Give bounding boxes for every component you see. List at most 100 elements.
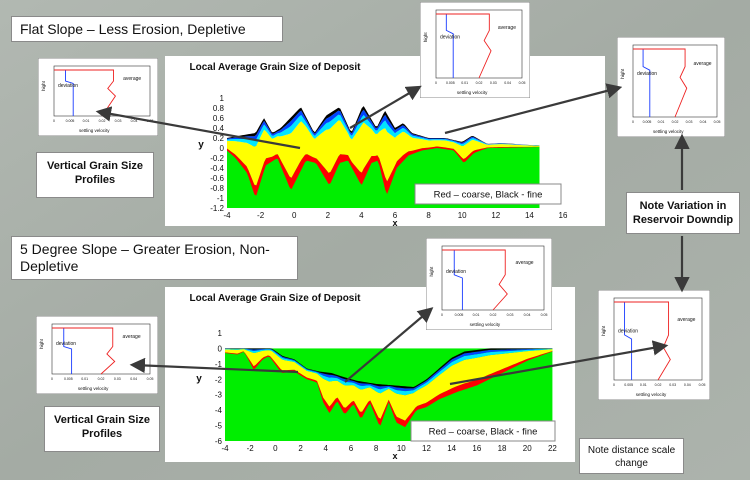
deviation-label: deviation [446,269,466,275]
profile-frame [426,238,552,330]
profile-x-tick: 0 [613,383,615,387]
arrow-to-profile-bottom-middle [344,307,434,383]
x-tick-label: -4 [221,444,229,453]
x-tick-label: 22 [548,444,557,453]
medium-band [227,120,540,186]
y-tick-label: -4 [215,406,223,415]
finer-band [227,109,540,146]
y-tick-label: -2 [215,375,223,384]
y-tick-label: -0.8 [210,184,224,193]
deviation-label: deviation [58,83,78,89]
x-tick-label: 14 [525,211,534,220]
deviation-label: deviation [618,328,638,334]
x-tick-label: 6 [393,211,398,220]
average-label: average [515,260,533,266]
x-tick-label: 6 [349,444,354,453]
profile-x-tick: 0.005 [66,119,75,123]
chart-bottom: -4 -2 0 2 4 6 8 10 12 14 16 18 20 2210-1-2-3-4-5-6xyR… [196,329,557,461]
profile-frame [38,58,158,136]
profile-y-label: hight [423,32,428,43]
coarse-band [227,146,540,196]
profile-x-tick: 0.03 [669,383,676,387]
profile-x-tick: 0.02 [98,377,105,381]
profile-x-tick: 0 [53,119,55,123]
profile-x-label: settling velocity [457,90,488,95]
x-axis-label: x [392,451,397,461]
x-tick-label: 10 [397,444,406,453]
profile-y-label: hight [429,266,434,277]
profile-x-tick: 0.01 [83,119,90,123]
legend-note-text: Red – coarse, Black - fine [434,190,543,201]
average-line [52,327,116,375]
x-tick-label: 0 [273,444,278,453]
caption-variation-text: Note Variation in Reservoir Downdip [632,200,734,226]
profile-x-tick: 0.05 [699,383,706,387]
profile-x-tick: 0.03 [507,313,514,317]
x-tick-label: 12 [491,211,500,220]
arrow-to-profile-top-left [95,106,301,150]
profile-x-label: settling velocity [470,322,501,327]
y-tick-label: 0.8 [213,104,225,113]
profile-x-tick: 0.05 [147,377,154,381]
finest-band [227,106,540,146]
x-tick-label: 4 [324,444,329,453]
x-tick-label: 16 [559,211,568,220]
profile-x-tick: 0.02 [476,81,483,85]
legend-note-text: Red – coarse, Black - fine [429,427,538,438]
y-tick-label: -0.6 [210,174,224,183]
chart-heading-top: Local Average Grain Size of Deposit [189,62,361,73]
y-tick-label: -0.2 [210,154,224,163]
profile-x-tick: 0.04 [684,383,691,387]
profile-x-tick: 0.04 [131,119,138,123]
profile-x-tick: 0 [435,81,437,85]
legend-note-box [414,183,562,205]
x-tick-label: -2 [257,211,265,220]
profile-x-tick: 0.01 [461,81,468,85]
profile-x-tick: 0.02 [490,313,497,317]
caption-distance: Note distance scale change [579,438,684,474]
profile-x-tick: 0.04 [524,313,531,317]
deviation-label: deviation [56,341,76,347]
y-tick-label: -6 [215,437,223,446]
deviation-label: deviation [637,71,657,77]
profile-y-label: hight [41,80,46,91]
x-tick-label: -4 [223,211,231,220]
arrow-to-profile-top-middle [349,85,422,129]
section-title-top: Flat Slope – Less Erosion, Depletive [11,16,283,42]
section-title-bottom-text: 5 Degree Slope – Greater Erosion, Non-De… [20,241,270,274]
average-line [633,48,688,118]
profile-x-tick: 0.005 [64,377,73,381]
chart-top: -4 -2 0 2 4 6 8 10 12 14 1610.80.60.40.20-0.2-0.4-… [198,94,568,226]
profile-x-tick: 0.03 [115,119,122,123]
profile-x-tick: 0.04 [130,377,137,381]
caption-profiles-top-text: Vertical Grain Size Profiles [47,160,143,186]
average-label: average [123,334,141,340]
profile-x-tick: 0 [632,120,634,124]
arrow-to-profile-bottom-right [449,340,669,386]
x-tick-label: 12 [422,444,431,453]
chart-heading-bottom: Local Average Grain Size of Deposit [189,293,361,304]
section-title-top-text: Flat Slope – Less Erosion, Depletive [20,21,246,37]
average-line [436,13,492,79]
deviation-label: deviation [440,35,460,41]
profile-x-tick: 0.05 [519,81,526,85]
average-label: average [693,61,711,67]
caption-profiles-bottom-text: Vertical Grain Size Profiles [54,414,150,440]
profile-x-tick: 0.03 [686,120,693,124]
y-tick-label: 0 [220,144,225,153]
profile-bottom-left: deviation average settling velocity hight 0 0… [36,316,158,394]
x-tick-label: 0 [292,211,297,220]
arrow-to-profile-top-right [444,83,623,135]
profile-bottom-middle: deviation average settling velocity hight 0 0… [426,238,552,330]
profile-x-tick: 0.03 [490,81,497,85]
caption-profiles-top: Vertical Grain Size Profiles [36,152,154,198]
profile-x-tick: 0.01 [81,377,88,381]
caption-variation: Note Variation in Reservoir Downdip [626,192,740,234]
profile-x-tick: 0.005 [446,81,455,85]
x-tick-label: 2 [326,211,331,220]
y-axis-label: y [196,374,202,385]
profile-x-tick: 0.01 [658,120,665,124]
x-tick-label: 14 [447,444,456,453]
profile-x-tick: 0.005 [455,313,464,317]
profile-x-tick: 0.05 [714,120,721,124]
